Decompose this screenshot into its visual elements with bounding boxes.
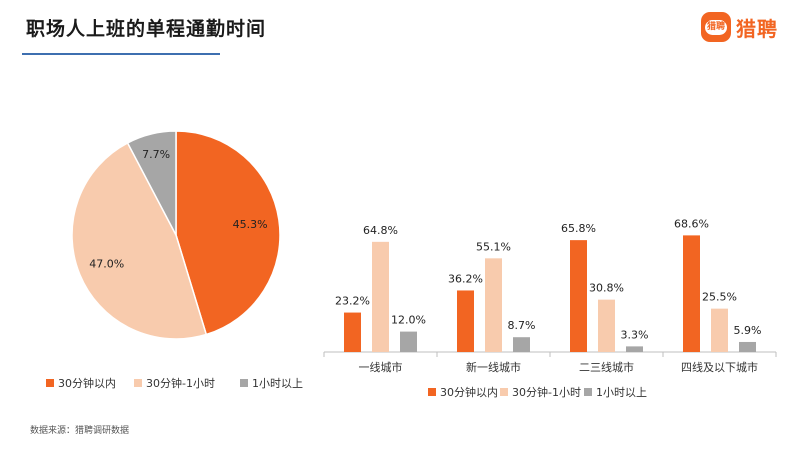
bar-value-label: 25.5%	[702, 291, 737, 304]
logo-badge-mark: 猎聘	[705, 19, 727, 35]
brand-logo: 猎聘 猎聘	[701, 12, 778, 42]
pie-legend-swatch	[46, 379, 54, 387]
bar-value-label: 8.7%	[508, 319, 536, 332]
pie-slice-1	[175, 130, 281, 336]
bar-2-3	[513, 337, 530, 352]
data-source-note: 数据来源：猎聘调研数据	[30, 426, 130, 436]
pie-legend-label: 1小时以上	[252, 377, 303, 390]
pie-value-label: 45.3%	[233, 218, 268, 231]
bar-value-label: 68.6%	[674, 217, 709, 230]
pie-value-label: 47.0%	[89, 257, 124, 270]
title-underline	[22, 53, 220, 55]
bar-legend-swatch	[500, 388, 508, 396]
x-tick-label: 四线及以下城市	[681, 360, 758, 374]
pie-chart: 45.3% 47.0% 7.7% 30分钟以内 30分钟-1小时 1小时以上	[46, 130, 303, 390]
bar-legend-swatch	[584, 388, 592, 396]
pie-slice-3	[126, 130, 177, 236]
bar-3-2	[598, 299, 615, 352]
bar-3-3	[626, 346, 643, 352]
x-tick-label: 新一线城市	[466, 360, 521, 374]
pie-slice-2	[71, 141, 208, 340]
pie-value-label: 7.7%	[142, 148, 170, 161]
x-tick-label: 二三线城市	[579, 360, 634, 374]
bar-value-label: 64.8%	[363, 224, 398, 237]
bar-1-1	[344, 312, 361, 352]
bar-value-label: 3.3%	[621, 328, 649, 341]
bar-1-2	[372, 241, 389, 352]
bar-value-label: 55.1%	[476, 240, 511, 253]
bar-2-1	[457, 290, 474, 352]
bar-4-3	[739, 341, 756, 352]
page-title: 职场人上班的单程通勤时间	[26, 18, 267, 40]
logo-badge-icon: 猎聘	[701, 12, 731, 42]
pie-legend-swatch	[134, 379, 142, 387]
pie-legend-label: 30分钟以内	[58, 376, 116, 390]
pie-legend-swatch	[240, 379, 248, 387]
bar-1-3	[400, 331, 417, 352]
bar-value-label: 12.0%	[391, 314, 426, 327]
bar-legend-swatch	[428, 388, 436, 396]
bar-chart: 23.2% 64.8% 12.0% 一线城市 36.2% 55.1% 8.7% 新一线城市 65…	[323, 217, 777, 399]
bar-4-2	[711, 308, 728, 352]
bar-3-1	[570, 240, 587, 352]
bar-legend-label: 30分钟以内	[440, 385, 498, 399]
bar-legend-label: 1小时以上	[596, 386, 647, 399]
pie-legend: 30分钟以内 30分钟-1小时 1小时以上	[46, 376, 303, 390]
bar-value-label: 30.8%	[589, 282, 624, 295]
bar-value-label: 5.9%	[734, 324, 762, 337]
pie-legend-label: 30分钟-1小时	[146, 376, 215, 390]
bar-legend-label: 30分钟-1小时	[512, 385, 581, 399]
bar-value-label: 23.2%	[335, 295, 370, 308]
bar-legend: 30分钟以内 30分钟-1小时 1小时以上	[428, 385, 647, 399]
x-tick-label: 一线城市	[359, 360, 403, 374]
bar-2-2	[485, 258, 502, 352]
logo-wordmark: 猎聘	[736, 16, 778, 41]
bar-4-1	[683, 235, 700, 352]
bar-value-label: 65.8%	[561, 222, 596, 235]
bar-value-label: 36.2%	[448, 272, 483, 285]
